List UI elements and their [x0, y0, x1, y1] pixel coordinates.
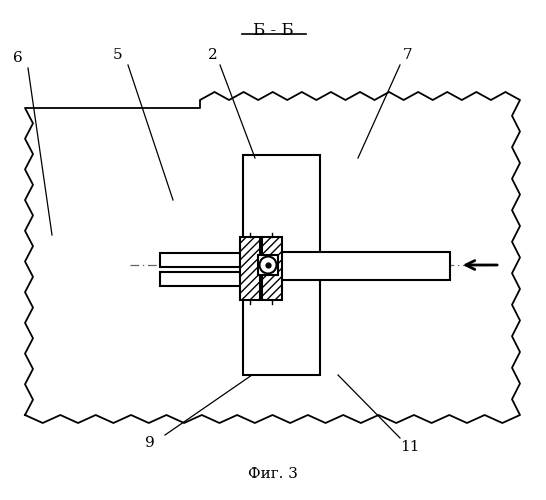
- Bar: [160, 272, 243, 286]
- Text: 2: 2: [208, 48, 218, 62]
- Text: 6: 6: [13, 51, 23, 65]
- Bar: [278, 252, 450, 280]
- Text: Фиг. 3: Фиг. 3: [248, 467, 298, 481]
- Text: 9: 9: [145, 436, 155, 450]
- Text: Б - Б: Б - Б: [253, 22, 293, 39]
- Bar: [243, 155, 320, 375]
- Bar: [262, 237, 282, 300]
- Bar: [258, 255, 278, 275]
- Text: 5: 5: [113, 48, 123, 62]
- Bar: [160, 253, 243, 267]
- Text: 11: 11: [400, 440, 420, 454]
- Bar: [240, 237, 260, 300]
- Text: 7: 7: [403, 48, 413, 62]
